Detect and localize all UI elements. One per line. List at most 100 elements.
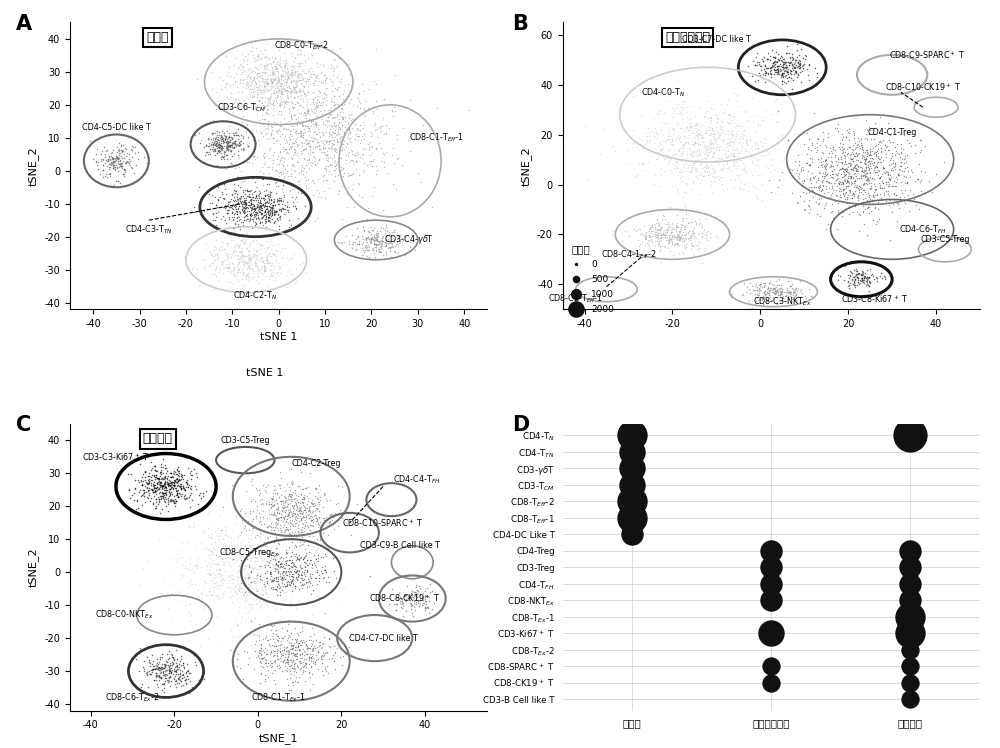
Point — [722, 289, 738, 301]
Point — [857, 159, 873, 171]
Point — [322, 104, 338, 116]
Point — [396, 230, 412, 242]
Point — [691, 218, 707, 230]
Point — [288, 580, 304, 592]
Point — [861, 201, 877, 213]
Point — [865, 189, 881, 201]
Point — [228, 67, 244, 79]
Point — [228, 52, 244, 64]
Point — [96, 141, 112, 153]
Point — [735, 157, 751, 169]
Point — [789, 197, 805, 209]
Point — [272, 602, 288, 614]
Point — [281, 566, 297, 578]
Point — [870, 143, 886, 155]
Point — [757, 279, 773, 291]
Point — [171, 676, 187, 688]
Point — [365, 242, 381, 254]
Point — [333, 76, 349, 88]
Point — [308, 553, 324, 565]
Point — [239, 54, 255, 66]
Point — [845, 139, 861, 151]
Point — [661, 236, 677, 248]
Point — [795, 59, 811, 71]
Point — [263, 498, 279, 510]
Point — [305, 106, 321, 118]
Point — [148, 469, 164, 481]
Point — [218, 78, 234, 90]
Point — [659, 133, 675, 145]
Point — [254, 239, 270, 251]
Point — [152, 671, 168, 683]
Point — [311, 91, 327, 102]
Point — [779, 65, 795, 77]
Point — [317, 142, 333, 154]
Point — [326, 565, 342, 577]
Point — [281, 201, 297, 213]
Point — [297, 75, 313, 87]
Point — [220, 135, 236, 147]
Point — [878, 165, 894, 177]
Point — [270, 654, 286, 666]
Point — [107, 153, 123, 165]
Point — [289, 150, 305, 162]
Point — [835, 178, 851, 190]
Point — [913, 144, 929, 156]
Point — [308, 654, 324, 666]
Point — [166, 496, 182, 508]
Point — [407, 604, 423, 616]
Point — [253, 639, 269, 651]
Point — [674, 122, 690, 134]
Point — [294, 508, 310, 520]
Point — [868, 271, 884, 283]
Point — [164, 664, 180, 676]
Point — [388, 591, 404, 603]
Point — [865, 214, 881, 226]
Point — [275, 521, 291, 533]
Point — [857, 157, 873, 169]
Point — [375, 204, 391, 216]
Point — [181, 598, 197, 610]
Point — [780, 134, 796, 146]
Point — [668, 155, 684, 167]
Point — [265, 572, 281, 584]
Point — [244, 89, 260, 101]
Point — [224, 596, 240, 608]
Point — [719, 141, 735, 153]
Point — [230, 565, 246, 577]
Point — [181, 687, 197, 699]
Point — [794, 180, 810, 192]
Point — [201, 146, 217, 158]
Point — [310, 646, 326, 657]
Point — [294, 120, 310, 132]
Point — [639, 130, 655, 142]
Point — [162, 669, 178, 681]
Point — [231, 130, 247, 142]
Point — [304, 519, 320, 531]
Point — [224, 479, 240, 491]
Point — [296, 491, 312, 503]
Point — [293, 67, 309, 79]
Point — [682, 144, 698, 156]
Point — [848, 269, 864, 281]
Point — [133, 681, 149, 693]
Point — [166, 666, 182, 678]
Point — [774, 129, 790, 141]
Point — [313, 650, 329, 662]
Point — [887, 160, 903, 172]
Point — [256, 266, 272, 278]
Point — [263, 574, 279, 586]
Point — [773, 71, 789, 83]
Point — [678, 136, 694, 148]
Point — [711, 155, 727, 167]
Point — [786, 285, 802, 297]
Point — [262, 530, 278, 542]
Point — [274, 85, 290, 97]
Point — [275, 88, 291, 99]
Point — [392, 235, 408, 247]
Point — [158, 663, 174, 675]
Point — [279, 85, 295, 97]
Point — [752, 136, 768, 148]
Point — [279, 665, 295, 677]
Point — [295, 643, 311, 655]
